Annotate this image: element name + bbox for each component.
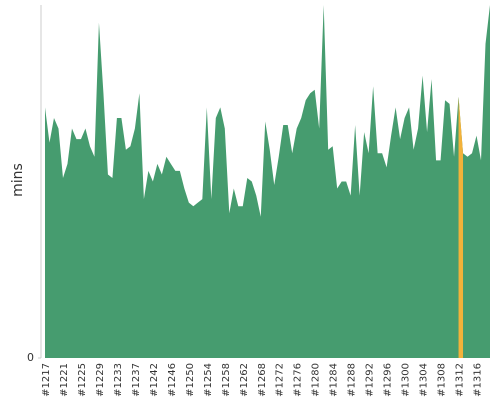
x-tick-label: #1292 — [365, 363, 376, 397]
y-axis-label: mins — [10, 163, 26, 197]
x-tick-label: #1246 — [167, 363, 178, 397]
x-tick-label: #1258 — [221, 363, 232, 397]
x-tick-label: #1276 — [293, 363, 304, 397]
x-tick-label: #1308 — [437, 363, 448, 397]
area — [45, 5, 490, 358]
x-tick-label: #1221 — [59, 363, 70, 397]
x-tick-label: #1316 — [473, 363, 484, 397]
x-tick-label: #1229 — [95, 363, 106, 397]
x-tick-label: #1268 — [257, 363, 268, 397]
x-tick-label: #1288 — [347, 363, 358, 397]
x-tick-label: #1296 — [383, 363, 394, 397]
x-tick-label: #1250 — [185, 363, 196, 397]
highlight — [458, 96, 464, 358]
x-tick-label: #1262 — [239, 363, 250, 397]
x-tick-label: #1284 — [329, 363, 340, 397]
x-tick-label: #1233 — [113, 363, 124, 397]
x-tick-label: #1225 — [77, 363, 88, 397]
x-tick-label: #1242 — [149, 363, 160, 397]
x-tick-label: #1304 — [419, 363, 430, 397]
x-tick-label: #1312 — [455, 363, 466, 397]
y-tick-label: 0 — [27, 351, 34, 364]
x-tick-label: #1237 — [131, 363, 142, 397]
x-tick-label: #1280 — [311, 363, 322, 397]
x-tick-label: #1217 — [41, 363, 52, 397]
x-tick-label: #1254 — [203, 363, 214, 397]
x-tick-label: #1300 — [401, 363, 412, 397]
x-tick-label: #1272 — [275, 363, 286, 397]
